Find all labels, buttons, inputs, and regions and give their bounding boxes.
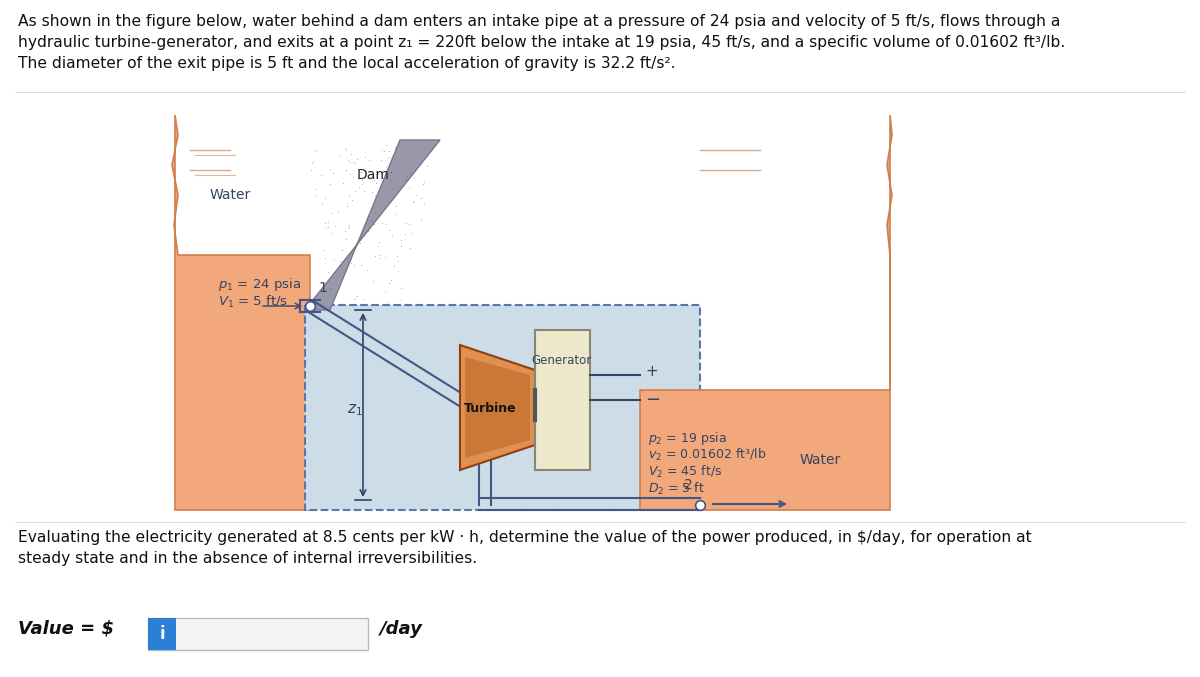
Text: −: − <box>646 391 660 409</box>
Text: $p_1$ = 24 psia: $p_1$ = 24 psia <box>218 276 301 293</box>
Text: As shown in the figure below, water behind a dam enters an intake pipe at a pres: As shown in the figure below, water behi… <box>18 14 1066 71</box>
Polygon shape <box>460 345 535 470</box>
Text: Value = $: Value = $ <box>18 620 114 638</box>
Polygon shape <box>640 115 892 510</box>
Text: $z_1$: $z_1$ <box>347 402 362 418</box>
Text: $V_2$ = 45 ft/s: $V_2$ = 45 ft/s <box>648 464 722 480</box>
FancyBboxPatch shape <box>148 618 176 650</box>
Text: 1: 1 <box>318 281 326 295</box>
Text: Evaluating the electricity generated at 8.5 cents per kW · h, determine the valu: Evaluating the electricity generated at … <box>18 530 1032 566</box>
Text: $D_2$ = 5 ft: $D_2$ = 5 ft <box>648 481 704 497</box>
Text: i: i <box>160 625 164 643</box>
Text: $v_2$ = 0.01602 ft³/lb: $v_2$ = 0.01602 ft³/lb <box>648 447 767 463</box>
Text: +: + <box>646 364 658 378</box>
Text: Dam: Dam <box>356 168 390 182</box>
FancyBboxPatch shape <box>305 305 700 510</box>
Text: Water: Water <box>209 188 251 202</box>
Text: $V_1$ = 5 ft/s: $V_1$ = 5 ft/s <box>218 294 288 310</box>
FancyBboxPatch shape <box>148 618 368 650</box>
FancyBboxPatch shape <box>535 330 590 470</box>
Text: /day: /day <box>380 620 422 638</box>
Polygon shape <box>305 140 440 310</box>
Text: Generator: Generator <box>532 353 592 366</box>
Polygon shape <box>466 357 530 458</box>
Text: Water: Water <box>799 453 841 467</box>
Text: $p_2$ = 19 psia: $p_2$ = 19 psia <box>648 430 727 447</box>
Text: 2: 2 <box>684 478 694 492</box>
Polygon shape <box>172 115 310 510</box>
Text: Turbine: Turbine <box>463 401 516 414</box>
